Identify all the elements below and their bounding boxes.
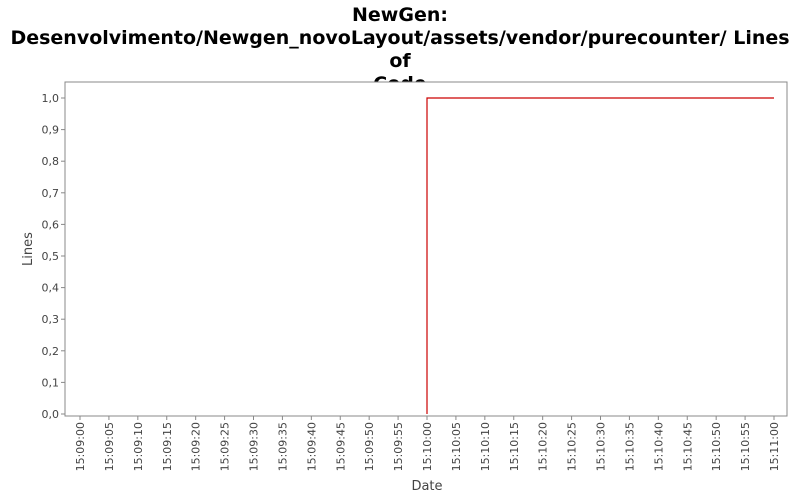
y-axis: 0,0 0,1 0,2 0,3 0,4 0,5 0,6 0,7 0,8 0,9 1,0 xyxy=(42,92,65,421)
x-tick-label: 15:10:35 xyxy=(623,422,636,471)
x-tick-label: 15:09:05 xyxy=(103,422,116,471)
x-tick-label: 15:09:45 xyxy=(334,422,347,471)
x-tick-label: 15:09:00 xyxy=(74,422,87,471)
series-line xyxy=(426,97,774,414)
x-tick-label: 15:09:35 xyxy=(276,422,289,471)
x-tick-label: 15:10:40 xyxy=(652,422,665,471)
x-tick-label: 15:10:50 xyxy=(710,422,723,471)
x-tick-label: 15:10:30 xyxy=(595,422,608,471)
y-tick-label: 0,2 xyxy=(42,345,60,358)
chart-title-line: NewGen: xyxy=(352,4,448,26)
x-tick-label: 15:10:15 xyxy=(508,422,521,471)
x-tick-label: 15:10:55 xyxy=(739,422,752,471)
x-tick-label: 15:09:25 xyxy=(219,422,232,471)
y-tick-label: 0,4 xyxy=(42,282,60,295)
y-tick-label: 0,3 xyxy=(42,313,60,326)
x-tick-label: 15:09:20 xyxy=(190,422,203,471)
x-tick-label: 15:10:05 xyxy=(450,422,463,471)
x-tick-label: 15:09:30 xyxy=(248,422,261,471)
x-tick-label: 15:10:25 xyxy=(566,422,579,471)
y-tick-label: 0,5 xyxy=(42,250,60,263)
y-tick-label: 1,0 xyxy=(42,92,60,105)
x-axis: 15:09:00 15:09:05 15:09:10 15:09:15 15:09:20… xyxy=(74,416,781,471)
y-tick-label: 0,9 xyxy=(42,124,60,137)
chart-title-line: Desenvolvimento/Newgen_novoLayout/assets… xyxy=(10,27,790,72)
x-tick-label: 15:10:45 xyxy=(681,422,694,471)
y-tick-label: 0,1 xyxy=(42,376,60,389)
y-tick-label: 0,0 xyxy=(42,408,60,421)
x-tick-label: 15:10:00 xyxy=(421,422,434,471)
y-tick-label: 0,7 xyxy=(42,187,60,200)
plot-area xyxy=(64,81,788,417)
x-tick-label: 15:09:15 xyxy=(161,422,174,471)
x-axis-label: Date xyxy=(411,479,442,494)
x-tick-label: 15:09:50 xyxy=(363,422,376,471)
x-tick-label: 15:10:10 xyxy=(479,422,492,471)
series-group xyxy=(426,97,774,414)
x-tick-label: 15:09:55 xyxy=(392,422,405,471)
y-tick-label: 0,6 xyxy=(42,218,60,231)
x-tick-label: 15:09:40 xyxy=(305,422,318,471)
x-tick-label: 15:10:20 xyxy=(537,422,550,471)
x-tick-label: 15:09:10 xyxy=(132,422,145,471)
y-tick-label: 0,8 xyxy=(42,155,60,168)
y-axis-label: Lines xyxy=(21,232,36,266)
x-tick-label: 15:11:00 xyxy=(768,422,781,471)
